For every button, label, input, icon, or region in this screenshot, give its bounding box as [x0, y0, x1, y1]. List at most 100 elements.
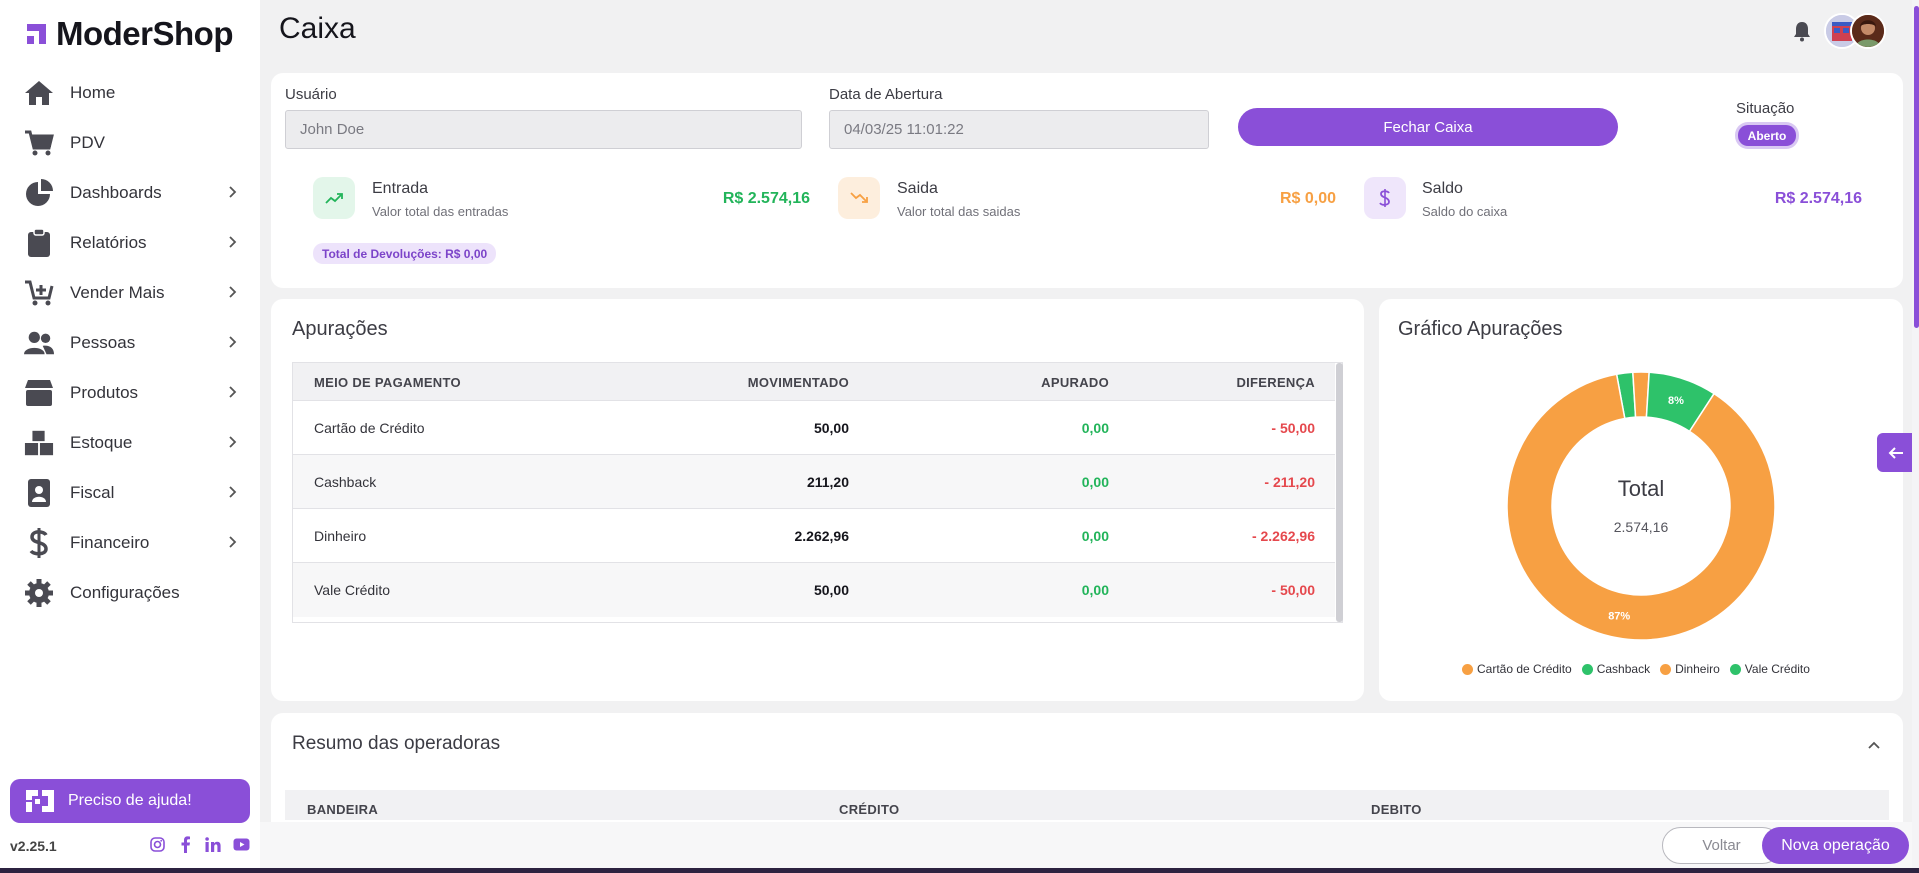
dollar-icon [1364, 177, 1406, 219]
linkedin-icon[interactable] [204, 835, 222, 853]
help-icon [26, 790, 54, 812]
column-header[interactable]: BANDEIRA [307, 802, 379, 817]
sidebar-item-produtos[interactable]: Produtos [0, 368, 260, 418]
usuario-field[interactable] [285, 110, 802, 149]
chevron-up-icon[interactable] [1867, 738, 1881, 752]
panel-toggle-button[interactable] [1877, 433, 1914, 472]
saida-subtitle: Valor total das saidas [897, 204, 1021, 219]
diferenca-cell: - 211,20 [1264, 474, 1315, 490]
footer-action-bar [260, 822, 1912, 868]
sidebar-item-label: Relatórios [70, 233, 147, 252]
instagram-icon[interactable] [148, 835, 166, 853]
page-scrollbar-thumb[interactable] [1914, 6, 1919, 328]
fechar-caixa-button[interactable]: Fechar Caixa [1238, 108, 1618, 146]
sidebar-item-pessoas[interactable]: Pessoas [0, 318, 260, 368]
apuracoes-title: Apurações [292, 318, 388, 340]
legend-item[interactable]: Vale Crédito [1729, 662, 1810, 676]
apurado-cell: 0,00 [1081, 528, 1109, 544]
meio-cell: Vale Crédito [314, 582, 391, 598]
movimentado-cell: 2.262,96 [794, 528, 850, 544]
sidebar-item-label: Pessoas [70, 333, 136, 352]
sidebar: ModerShop Home PDV Dashboards Relatórios… [0, 0, 260, 873]
nova-operacao-button[interactable]: Nova operação [1762, 827, 1909, 864]
sidebar-item-label: Estoque [70, 433, 133, 452]
page-title: Caixa [279, 12, 356, 45]
data-abertura-field[interactable] [829, 110, 1209, 149]
caixa-info-card [271, 73, 1903, 288]
movimentado-cell: 50,00 [813, 582, 849, 598]
entrada-value: R$ 2.574,16 [722, 190, 810, 207]
chart-center-value: 2.574,16 [1614, 519, 1669, 535]
help-button-label: Preciso de ajuda! [68, 792, 192, 809]
legend-label: Dinheiro [1675, 662, 1720, 676]
saldo-value: R$ 2.574,16 [1774, 190, 1862, 207]
youtube-icon[interactable] [232, 835, 250, 853]
saida-title: Saida [897, 180, 938, 197]
cart-icon [24, 128, 54, 158]
slice-data-label: 87% [1608, 610, 1630, 622]
facebook-icon[interactable] [176, 835, 194, 853]
dollar-icon [24, 528, 54, 558]
sidebar-item-pdv[interactable]: PDV [0, 118, 260, 168]
legend-label: Vale Crédito [1744, 662, 1810, 676]
table-row[interactable]: Cartão de Crédito 50,00 0,00 - 50,00 [293, 401, 1335, 455]
column-header[interactable]: CRÉDITO [839, 802, 900, 817]
sidebar-item-home[interactable]: Home [0, 68, 260, 118]
chart-center-label: Total [1618, 476, 1664, 501]
social-links [148, 835, 250, 853]
column-header[interactable]: APURADO [1041, 375, 1109, 390]
saldo-title: Saldo [1422, 180, 1463, 197]
app-name: ModerShop [56, 15, 233, 52]
table-row[interactable]: Vale Crédito 50,00 0,00 - 50,00 [293, 563, 1335, 617]
data-abertura-label: Data de Abertura [829, 86, 943, 103]
bell-icon[interactable] [1792, 20, 1812, 42]
legend-item[interactable]: Cashback [1581, 662, 1650, 676]
column-header[interactable]: DEBITO [1371, 802, 1422, 817]
legend-swatch [1729, 663, 1741, 675]
resumo-table-header: BANDEIRA CRÉDITO DEBITO [285, 790, 1889, 820]
diferenca-cell: - 50,00 [1271, 582, 1315, 598]
sidebar-item-dashboards[interactable]: Dashboards [0, 168, 260, 218]
situacao-label: Situação [1736, 100, 1795, 117]
chevron-right-icon [229, 236, 237, 248]
sidebar-item-label: Dashboards [70, 183, 162, 202]
pie-slice[interactable] [1506, 373, 1776, 641]
meio-cell: Dinheiro [314, 528, 367, 544]
legend-item[interactable]: Dinheiro [1660, 662, 1720, 676]
sidebar-item-label: Financeiro [70, 533, 150, 552]
sidebar-item-label: Home [70, 83, 116, 102]
sidebar-item-label: Produtos [70, 383, 139, 402]
avatar [1850, 13, 1886, 49]
table-row[interactable]: Dinheiro 2.262,96 0,00 - 2.262,96 [293, 509, 1335, 563]
sidebar-item-vender-mais[interactable]: Vender Mais [0, 268, 260, 318]
sidebar-item-configuracoes[interactable]: Configurações [0, 568, 260, 618]
pie-chart-icon [24, 178, 54, 208]
legend-item[interactable]: Cartão de Crédito [1462, 662, 1572, 676]
sidebar-item-financeiro[interactable]: Financeiro [0, 518, 260, 568]
chevron-right-icon [229, 286, 237, 298]
legend-swatch [1581, 663, 1593, 675]
sidebar-item-fiscal[interactable]: Fiscal [0, 468, 260, 518]
column-header[interactable]: MOVIMENTADO [747, 375, 849, 390]
logo[interactable]: ModerShop [24, 14, 233, 54]
column-header[interactable]: MEIO DE PAGAMENTO [314, 375, 461, 390]
slice-data-label: 8% [1668, 395, 1684, 407]
gear-icon [24, 578, 54, 608]
table-row[interactable]: Cashback 211,20 0,00 - 211,20 [293, 455, 1335, 509]
apurado-cell: 0,00 [1081, 420, 1109, 436]
boxes-icon [24, 428, 54, 458]
sidebar-item-relatorios[interactable]: Relatórios [0, 218, 260, 268]
apuracoes-table: MEIO DE PAGAMENTO MOVIMENTADO APURADO DI… [292, 362, 1343, 623]
user-avatars[interactable] [1824, 13, 1886, 49]
sidebar-item-label: Vender Mais [70, 283, 165, 302]
apurado-cell: 0,00 [1081, 474, 1109, 490]
table-scrollbar[interactable] [1336, 363, 1343, 622]
help-button[interactable]: Preciso de ajuda! [10, 779, 250, 823]
chevron-right-icon [229, 536, 237, 548]
usuario-label: Usuário [285, 86, 337, 103]
meio-cell: Cashback [314, 474, 377, 490]
page-scrollbar[interactable] [1912, 0, 1919, 868]
column-header[interactable]: DIFERENÇA [1236, 375, 1315, 390]
sidebar-item-estoque[interactable]: Estoque [0, 418, 260, 468]
chart-legend: Cartão de Crédito Cashback Dinheiro Vale… [1462, 662, 1810, 676]
